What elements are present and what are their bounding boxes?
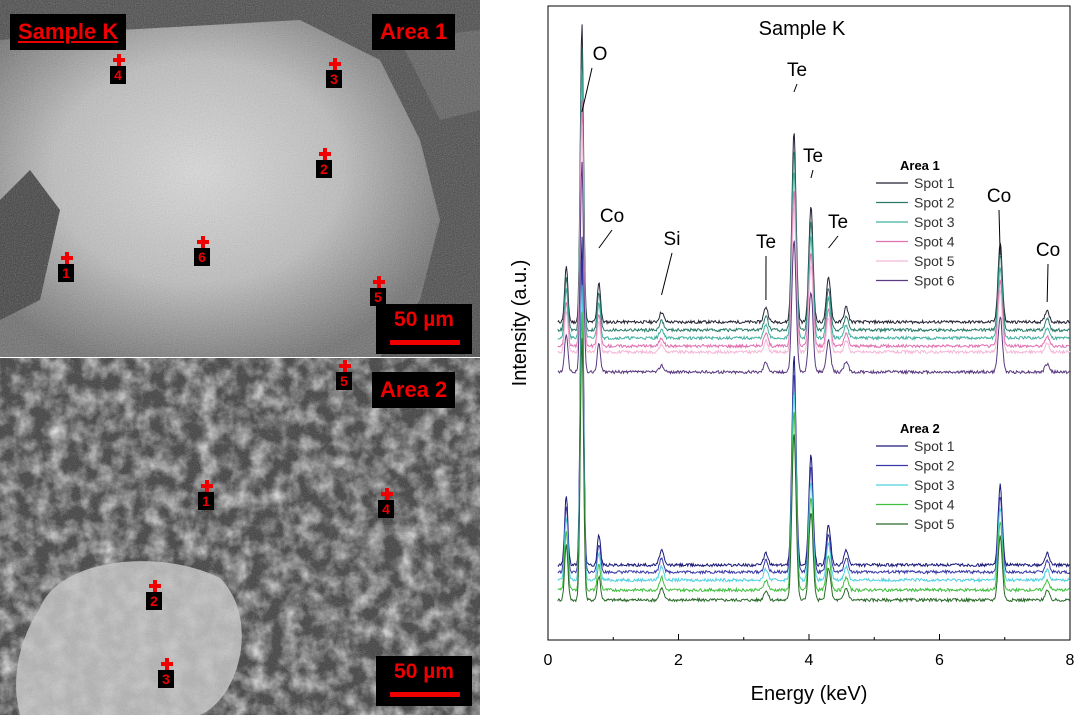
spot-number: 5 [336,372,352,390]
x-axis: 0 2 4 6 8 [544,634,1075,669]
x-tick-label: 4 [805,652,814,669]
spot-marker: 3 [156,658,178,690]
peak-leader-line [810,169,814,179]
cross-icon [319,148,331,160]
spot-marker: 4 [108,54,130,86]
spot-number: 3 [326,70,342,88]
legend-label: Spot 3 [914,214,955,230]
spot-number: 6 [194,248,210,266]
legend-label: Spot 4 [914,497,955,513]
spot-marker: 2 [144,580,166,612]
peak-label: Co [987,186,1011,207]
spot-marker: 1 [196,480,218,512]
peak-leader-line [661,252,673,296]
peak-label: O [593,44,608,65]
peak-leader-line [1046,263,1049,303]
peak-leader-line [828,235,839,249]
legend-label: Spot 1 [914,175,955,191]
cross-icon [329,58,341,70]
sem-micrograph-area-1 [0,0,480,357]
spot-marker: 6 [192,236,214,268]
series-line [557,161,1071,376]
sem-image-area-2: Area 2 5 1 4 2 3 50 µm [0,358,480,715]
sample-label: Sample K [10,14,127,50]
peak-leader-line [793,83,798,93]
legend-label: Spot 6 [914,273,955,289]
peak-label: Te [828,212,848,233]
sem-image-area-1: Sample K Area 1 4 3 2 6 1 5 50 µm [0,0,480,357]
peak-label: Te [756,232,776,253]
x-tick-label: 6 [935,652,944,669]
spot-marker: 3 [324,58,346,90]
scale-bar: 50 µm [376,656,472,706]
peak-label: Co [600,206,624,227]
legends: Area 1 Spot 1 Spot 2 Spot 3 Spot 4 Spot 5 Spot… [876,158,955,532]
peak-label: Te [787,60,807,81]
spot-number: 4 [110,66,126,84]
peak-label: Co [1036,240,1060,261]
spot-number: 1 [198,492,214,510]
legend-title: Area 2 [900,421,940,436]
scale-bar-line [390,340,460,345]
cross-icon [61,252,73,264]
legend-label: Spot 4 [914,234,955,250]
spot-marker: 5 [334,360,356,392]
chart-title: Sample K [759,18,846,40]
series-group [557,24,1071,604]
peak-leader-line [581,67,593,113]
x-tick-label: 8 [1066,652,1075,669]
spot-number: 2 [146,592,162,610]
x-axis-label: Energy (keV) [751,683,868,705]
cross-icon [113,54,125,66]
peak-leader-line [998,209,1001,256]
legend-label: Spot 1 [914,438,955,454]
cross-icon [161,658,173,670]
spot-number: 1 [58,264,74,282]
area-label: Area 1 [372,14,456,50]
scale-bar-label: 50 µm [394,660,454,683]
series-line [557,338,1071,604]
peak-leader-line [598,229,613,249]
legend-label: Spot 2 [914,195,955,211]
cross-icon [201,480,213,492]
spot-marker: 1 [56,252,78,284]
cross-icon [339,360,351,372]
sem-micrograph-area-2 [0,358,480,715]
cross-icon [149,580,161,592]
spot-marker: 5 [368,276,390,308]
legend-label: Spot 5 [914,516,955,532]
spot-number: 3 [158,670,174,688]
series-line [557,311,1071,594]
spot-marker: 4 [376,488,398,520]
area-label: Area 2 [372,372,456,408]
scale-bar-label: 50 µm [394,308,454,331]
scale-bar-line [390,692,460,697]
peak-label: Te [803,146,823,167]
scale-bar: 50 µm [376,304,472,354]
legend-label: Spot 2 [914,458,955,474]
peak-label: Si [664,229,681,250]
x-tick-label: 0 [544,652,553,669]
x-tick-label: 2 [674,652,683,669]
series-line [557,123,1071,356]
cross-icon [197,236,209,248]
peak-labels: O Co Si Te Te Te Te Co Co [581,44,1060,303]
spot-marker: 2 [314,148,336,180]
legend-title: Area 1 [900,158,940,173]
y-axis-label: Intensity (a.u.) [509,260,531,387]
legend-label: Spot 5 [914,253,955,269]
cross-icon [373,276,385,288]
cross-icon [381,488,393,500]
legend-label: Spot 3 [914,477,955,493]
spot-number: 5 [370,288,386,306]
eds-spectra-chart: Sample K Intensity (a.u.) Energy (keV) 0… [509,5,1075,705]
spot-number: 2 [316,160,332,178]
series-line [557,284,1071,584]
spot-number: 4 [378,500,394,518]
